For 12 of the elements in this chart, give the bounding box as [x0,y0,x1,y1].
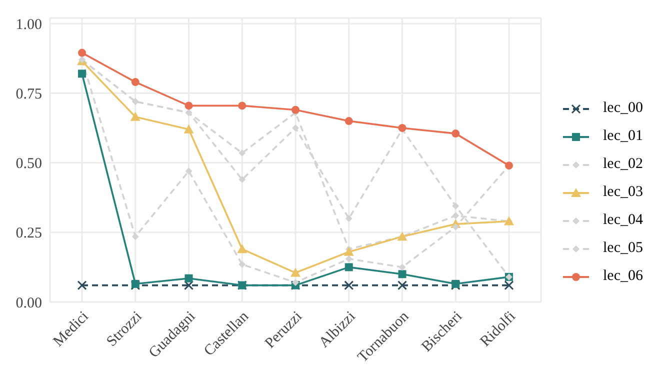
y-tick-label: 0.75 [16,86,42,102]
y-tick-label: 0.25 [16,226,42,242]
legend-label: lec_04 [603,212,643,229]
y-tick-label: 0.50 [16,156,42,172]
legend-label: lec_01 [603,128,643,145]
legend-label: lec_05 [603,240,643,257]
legend-label: lec_02 [603,156,643,173]
legend-label: lec_00 [603,100,643,117]
legend-label: lec_03 [603,184,643,201]
y-tick-label: 0.00 [16,295,42,312]
legend-label: lec_06 [603,268,643,285]
y-tick-label: 1.00 [16,16,42,33]
